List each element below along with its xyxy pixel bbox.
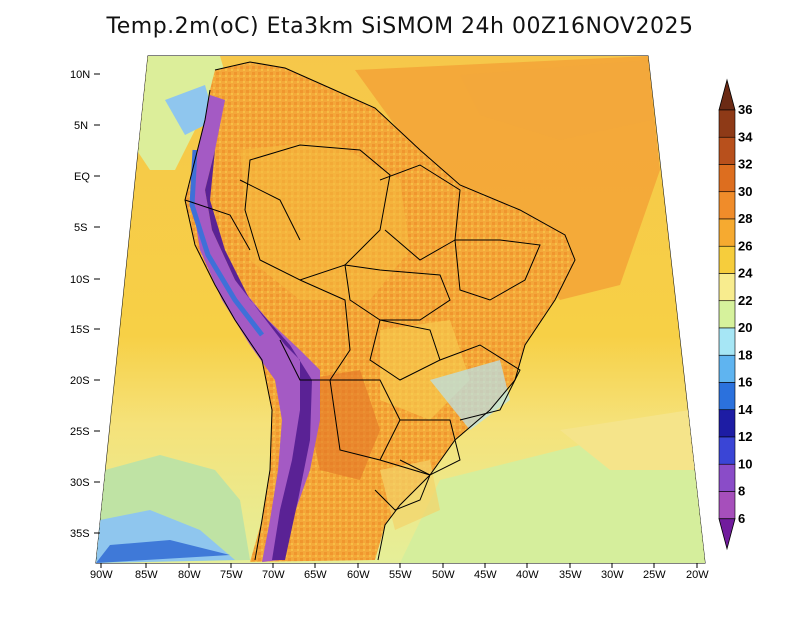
colorbar-arrow-bottom [718,518,736,551]
lon-label: 45W [474,569,497,581]
lon-label: 40W [516,569,539,581]
lon-label: 30W [601,569,624,581]
colorbar-label: 16 [738,375,752,390]
colorbar-segment [718,409,736,438]
lat-label: 30S [70,477,90,489]
map-title: Temp.2m(oC) Eta3km SiSMOM 24h 00Z16NOV20… [106,14,694,39]
lon-label: 35W [559,569,582,581]
colorbar-label: 24 [738,266,753,281]
latitude-ticks [94,73,100,534]
lon-label: 70W [262,569,285,581]
lon-label: 25W [643,569,666,581]
colorbar-segment [718,491,736,520]
colorbar-label: 18 [738,347,752,362]
lat-label: 10S [70,274,90,286]
colorbar-label: 8 [738,484,745,499]
lat-label: 35S [70,528,90,540]
colorbar-label: 20 [738,320,752,335]
longitude-ticks [100,563,698,568]
lon-label: 75W [220,569,243,581]
longitude-axis: 90W 85W 80W 75W 70W 65W 60W 55W 50W 45W … [90,569,709,581]
colorbar-label: 10 [738,456,752,471]
colorbar-label: 36 [738,102,752,117]
colorbar-label: 6 [738,511,745,526]
lat-label: 5S [74,222,87,234]
colorbar-label: 30 [738,184,752,199]
lon-label: 65W [304,569,327,581]
colorbar-label: 34 [738,129,753,144]
colorbar-segment [718,300,736,329]
lon-label: 85W [135,569,158,581]
colorbar-label: 12 [738,429,752,444]
colorbar-segment [718,463,736,492]
political-borders [184,61,576,561]
lon-label: 55W [389,569,412,581]
lat-label: EQ [74,171,90,183]
colorbar-segment [718,109,736,138]
lat-label: 25S [70,426,90,438]
lon-label: 80W [178,569,201,581]
colorbar-label: 28 [738,211,752,226]
colorbar-segment [718,273,736,302]
lon-label: 20W [686,569,709,581]
lon-label: 90W [90,569,113,581]
colorbar: 36 34 32 30 28 26 24 22 20 18 16 14 12 10 8 6 [718,78,753,551]
lat-label: 5N [74,120,88,132]
colorbar-label: 22 [738,293,752,308]
temperature-field [96,56,705,563]
lat-label: 15S [70,324,90,336]
colorbar-label: 14 [738,402,753,417]
colorbar-segment [718,136,736,165]
colorbar-segment [718,245,736,274]
colorbar-segment [718,164,736,193]
lon-label: 50W [432,569,455,581]
colorbar-segment [718,218,736,247]
colorbar-arrow-top [718,78,736,111]
colorbar-segment [718,354,736,383]
colorbar-segment [718,327,736,356]
lat-label: 20S [70,375,90,387]
lon-label: 60W [347,569,370,581]
colorbar-label: 32 [738,157,752,172]
lat-label: 10N [70,69,90,81]
colorbar-segment [718,191,736,220]
colorbar-segment [718,436,736,465]
colorbar-segment [718,382,736,411]
colorbar-label: 26 [738,238,752,253]
latitude-axis: 10N 5N EQ 5S 10S 15S 20S 25S 30S 35S [70,69,90,540]
